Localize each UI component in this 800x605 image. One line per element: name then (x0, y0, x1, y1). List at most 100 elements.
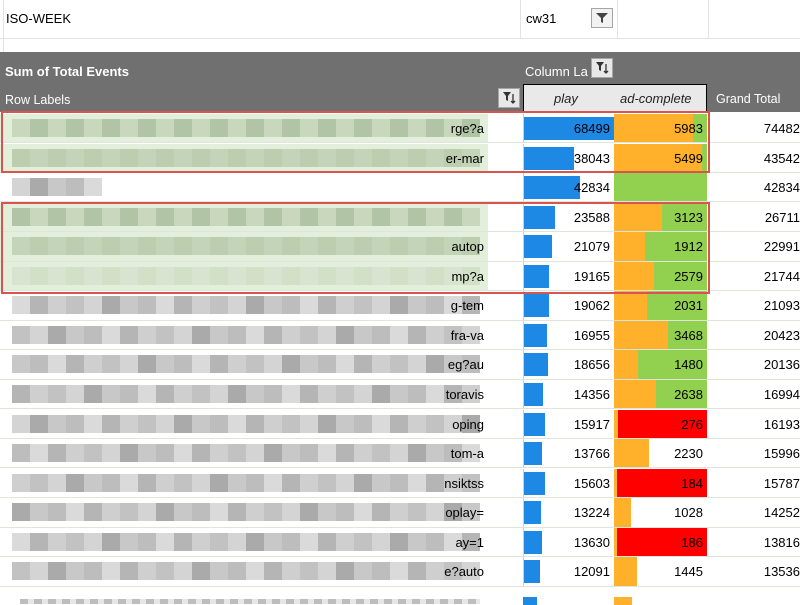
ad-complete-value-cell[interactable]: 3123 (614, 202, 707, 232)
ad-complete-value-cell[interactable]: 1028 (614, 498, 707, 527)
row-label-cell[interactable]: toravis (0, 379, 488, 409)
filter-dropdown-button[interactable] (591, 8, 613, 28)
column-labels-filter-button[interactable] (591, 58, 613, 78)
row-label-cell[interactable]: tom-a (0, 439, 488, 468)
play-value-cell[interactable]: 21079 (523, 232, 614, 261)
row-label-cell[interactable] (0, 173, 488, 202)
row-label-text: eg?au (447, 357, 484, 373)
grand-total-cell[interactable]: 16994 (708, 380, 800, 408)
play-value-cell[interactable]: 23588 (523, 202, 614, 232)
grand-total-cell[interactable]: 20423 (708, 321, 800, 349)
ad-complete-value-cell[interactable]: 1445 (614, 557, 707, 586)
play-value-cell[interactable]: 42834 (523, 173, 614, 202)
play-value-cell[interactable]: 12091 (523, 557, 614, 586)
play-value-cell[interactable]: 13630 (523, 527, 614, 557)
play-value-cell[interactable]: 13766 (523, 439, 614, 468)
play-value-cell[interactable]: 19165 (523, 261, 614, 291)
ad-complete-value-cell[interactable]: 276 (614, 409, 707, 438)
ad-complete-column-header[interactable]: ad-complete (620, 91, 692, 106)
table-row[interactable]: rge?a 68499 5983 74482 (0, 114, 800, 144)
grand-total-value: 21093 (763, 298, 800, 314)
grand-total-value: 43542 (763, 150, 800, 166)
table-row[interactable]: mp?a 19165 2579 21744 (0, 261, 800, 292)
grand-total-cell[interactable]: 22991 (708, 232, 800, 260)
grand-total-cell[interactable]: 21744 (708, 262, 800, 290)
grand-total-cell[interactable]: 43542 (708, 144, 800, 172)
ad-complete-value-cell[interactable]: 186 (614, 527, 707, 557)
row-label-cell[interactable]: nsiktss (0, 468, 488, 497)
ad-complete-value: 1480 (674, 357, 703, 373)
play-value: 13224 (573, 505, 610, 521)
play-value-cell[interactable]: 13224 (523, 498, 614, 527)
grand-total-value: 21744 (763, 268, 800, 284)
table-row[interactable]: nsiktss 15603 184 15787 (0, 468, 800, 498)
play-value-cell[interactable]: 68499 (523, 114, 614, 143)
grand-total-cell[interactable]: 20136 (708, 350, 800, 378)
table-row[interactable]: toravis 14356 2638 16994 (0, 379, 800, 410)
grand-total-cell[interactable]: 14252 (708, 498, 800, 526)
ad-complete-value-cell[interactable]: 2579 (614, 261, 707, 291)
ad-complete-value-cell[interactable]: 5983 (614, 114, 707, 143)
play-value: 14356 (573, 386, 610, 402)
grand-total-cell[interactable]: 13816 (708, 528, 800, 556)
grand-total-cell[interactable]: 15787 (708, 469, 800, 497)
table-row[interactable]: er-mar 38043 5499 43542 (0, 143, 800, 173)
grand-total-cell[interactable]: 16193 (708, 410, 800, 438)
play-column-header[interactable]: play (554, 91, 578, 106)
row-label-cell[interactable]: eg?au (0, 350, 488, 379)
ad-complete-value-cell[interactable]: 2638 (614, 379, 707, 409)
grand-total-cell[interactable]: 26711 (708, 203, 800, 231)
table-row[interactable]: e?auto 12091 1445 13536 (0, 557, 800, 587)
table-row[interactable]: g-tem 19062 2031 21093 (0, 291, 800, 321)
play-value-cell[interactable]: 15603 (523, 468, 614, 497)
row-label-cell[interactable] (0, 202, 488, 232)
row-label-cell[interactable]: fra-va (0, 320, 488, 350)
table-row[interactable]: fra-va 16955 3468 20423 (0, 320, 800, 351)
play-value-cell[interactable]: 38043 (523, 143, 614, 172)
ad-complete-value-cell[interactable]: 2031 (614, 291, 707, 320)
ad-complete-value-cell[interactable]: 5499 (614, 143, 707, 172)
ad-complete-value-cell[interactable]: 3468 (614, 320, 707, 350)
play-value-cell[interactable]: 14356 (523, 379, 614, 409)
grand-total-cell[interactable]: 21093 (708, 291, 800, 319)
row-label-cell[interactable]: ay=1 (0, 527, 488, 557)
table-row[interactable]: tom-a 13766 2230 15996 (0, 439, 800, 469)
table-row[interactable]: 42834 42834 (0, 173, 800, 203)
table-row[interactable]: autop 21079 1912 22991 (0, 232, 800, 262)
grand-total-cell[interactable]: 74482 (708, 114, 800, 142)
ad-complete-value-cell[interactable]: 184 (614, 468, 707, 497)
row-label-cell[interactable]: er-mar (0, 143, 488, 172)
ad-complete-data-bar (614, 439, 649, 468)
row-labels-filter-button[interactable] (498, 88, 520, 108)
play-value-cell[interactable]: 16955 (523, 320, 614, 350)
row-label-cell[interactable]: g-tem (0, 291, 488, 320)
grand-total-cell[interactable]: 15996 (708, 439, 800, 467)
row-label-cell[interactable]: autop (0, 232, 488, 261)
table-row[interactable]: ay=1 13630 186 13816 (0, 527, 800, 558)
grand-total-cell[interactable]: 13536 (708, 557, 800, 585)
row-label-cell[interactable]: oplay= (0, 498, 488, 527)
table-row[interactable]: eg?au 18656 1480 20136 (0, 350, 800, 380)
blurred-label (12, 444, 480, 463)
play-value: 15917 (573, 416, 610, 432)
grand-total-cell[interactable]: 42834 (708, 173, 800, 201)
ad-complete-value-cell[interactable]: 1912 (614, 232, 707, 261)
ad-complete-data-bar (614, 350, 638, 379)
row-label-cell[interactable]: oping (0, 409, 488, 438)
play-value-cell[interactable]: 19062 (523, 291, 614, 320)
play-value-cell[interactable]: 15917 (523, 409, 614, 438)
table-row[interactable]: oping 15917 276 16193 (0, 409, 800, 439)
ad-complete-value-cell[interactable]: 2230 (614, 439, 707, 468)
column-header-selection[interactable]: play ad-complete (523, 84, 707, 112)
table-row[interactable]: oplay= 13224 1028 14252 (0, 498, 800, 528)
ad-complete-value-cell[interactable]: 1480 (614, 350, 707, 379)
row-label-cell[interactable]: rge?a (0, 114, 488, 143)
ad-complete-value-cell[interactable] (614, 173, 707, 202)
play-data-bar (524, 471, 545, 495)
row-label-cell[interactable]: e?auto (0, 557, 488, 586)
play-value-cell[interactable]: 18656 (523, 350, 614, 379)
play-data-bar (524, 412, 545, 436)
row-label-cell[interactable]: mp?a (0, 261, 488, 291)
row-label-text: er-mar (445, 150, 484, 166)
table-row[interactable]: 23588 3123 26711 (0, 202, 800, 233)
